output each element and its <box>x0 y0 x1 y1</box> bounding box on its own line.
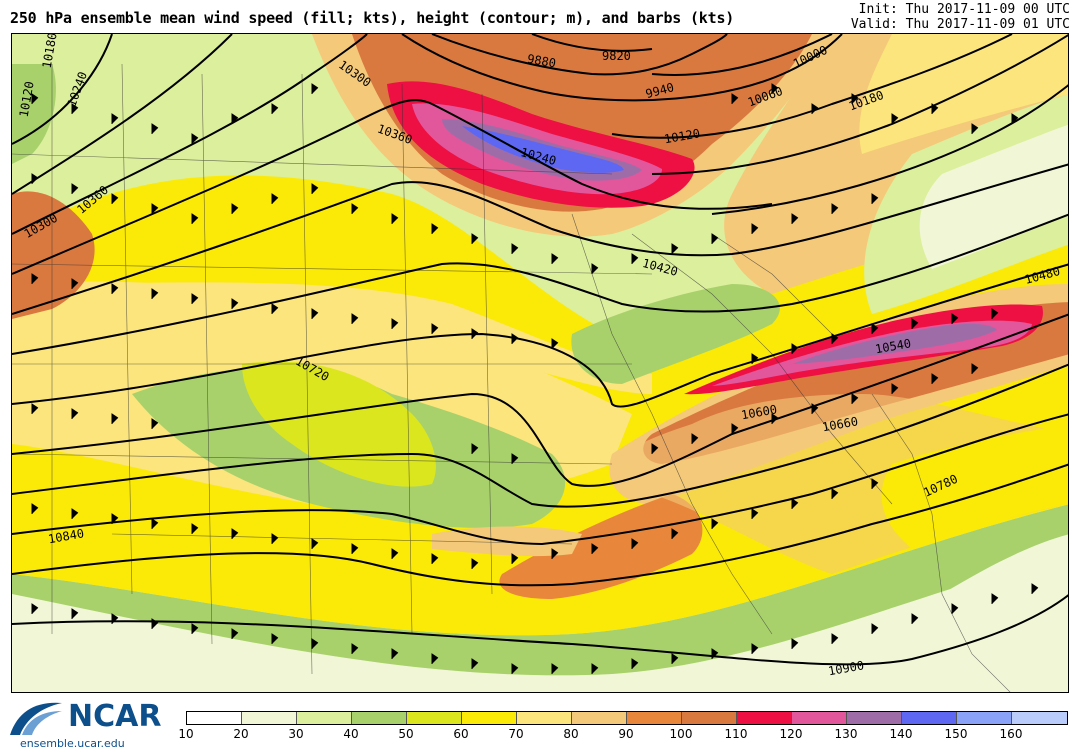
wind-barb-row <box>31 363 979 464</box>
fill-130-se-jet <box>792 323 997 364</box>
ncar-swoosh-icon <box>10 702 62 735</box>
colorbar-cell <box>407 712 462 724</box>
colorbar-tick-label: 60 <box>453 727 469 741</box>
colorbar-tick-label: 40 <box>343 727 359 741</box>
colorbar-cell <box>957 712 1012 724</box>
contour-label: 10120 <box>663 126 701 146</box>
colorbar-cell <box>462 712 517 724</box>
colorbar-tick-label: 50 <box>398 727 414 741</box>
colorbar-tick-label: 80 <box>563 727 579 741</box>
colorbar-tick-label: 70 <box>508 727 524 741</box>
state-boundaries <box>12 63 1011 692</box>
contour-label: 10900 <box>827 658 865 678</box>
colorbar <box>186 711 1068 725</box>
colorbar-cell <box>242 712 297 724</box>
fill-40-south <box>12 504 1068 676</box>
height-contours <box>12 34 1068 666</box>
colorbar-tick-label: 130 <box>834 727 858 741</box>
wind-barb-row <box>31 83 1019 144</box>
contour-label: 10600 <box>740 402 778 422</box>
colorbar-cell <box>627 712 682 724</box>
wind-barb-row <box>31 273 999 364</box>
colorbar-cell <box>1012 712 1067 724</box>
colorbar-cell <box>187 712 242 724</box>
wind-barb-row <box>31 478 879 569</box>
wind-barb-row <box>31 173 879 274</box>
colorbar-tick-label: 100 <box>669 727 693 741</box>
colorbar-cell <box>792 712 847 724</box>
colorbar-tick-label: 30 <box>288 727 304 741</box>
contour-label: 9820 <box>602 49 631 63</box>
valid-time: Valid: Thu 2017-11-09 01 UTC <box>850 17 1070 32</box>
fill-140-jet-north <box>462 126 624 173</box>
colorbar-tick-label: 110 <box>724 727 748 741</box>
colorbar-labels: 10 20 30 40 50 60 70 80 90 100 110 120 130 140 150 160 <box>0 727 1080 743</box>
colorbar-tick-label: 10 <box>178 727 194 741</box>
colorbar-cell <box>902 712 957 724</box>
colorbar-cell <box>517 712 572 724</box>
init-time: Init: Thu 2017-11-09 00 UTC <box>858 2 1070 17</box>
fill-70-ne <box>859 34 1068 154</box>
fill-20-se <box>931 534 1068 692</box>
colorbar-tick-label: 160 <box>999 727 1023 741</box>
contour-label: 10660 <box>821 414 859 434</box>
contour-label: 10840 <box>47 526 85 546</box>
weather-map: 10120 10180 10240 10300 10360 10300 1036… <box>11 33 1069 693</box>
contour-label: 10540 <box>874 336 912 356</box>
colorbar-tick-label: 90 <box>618 727 634 741</box>
colorbar-cell <box>297 712 352 724</box>
colorbar-cell <box>352 712 407 724</box>
contour-label: 9880 <box>526 52 557 71</box>
wind-barb-row <box>31 583 1039 674</box>
colorbar-tick-label: 120 <box>779 727 803 741</box>
chart-title: 250 hPa ensemble mean wind speed (fill; … <box>10 9 735 27</box>
colorbar-tick-label: 140 <box>889 727 913 741</box>
colorbar-tick-label: 20 <box>233 727 249 741</box>
fill-20-south <box>12 554 1068 692</box>
colorbar-tick-label: 150 <box>944 727 968 741</box>
fill-40-midwest <box>571 284 780 384</box>
colorbar-cell <box>572 712 627 724</box>
ncar-logo: NCAR ensemble.ucar.edu <box>8 697 168 753</box>
colorbar-cell <box>682 712 737 724</box>
contour-label: 10180 <box>40 34 60 69</box>
colorbar-cell <box>737 712 792 724</box>
colorbar-cell <box>847 712 902 724</box>
fill-60-se <box>881 424 1068 549</box>
logo-url: ensemble.ucar.edu <box>20 737 125 750</box>
fill-90-south <box>499 494 703 599</box>
wind-barbs <box>31 83 1039 674</box>
logo-name: NCAR <box>68 699 162 734</box>
contour-label: 10120 <box>17 80 37 118</box>
fill-20-ne <box>919 124 1068 269</box>
